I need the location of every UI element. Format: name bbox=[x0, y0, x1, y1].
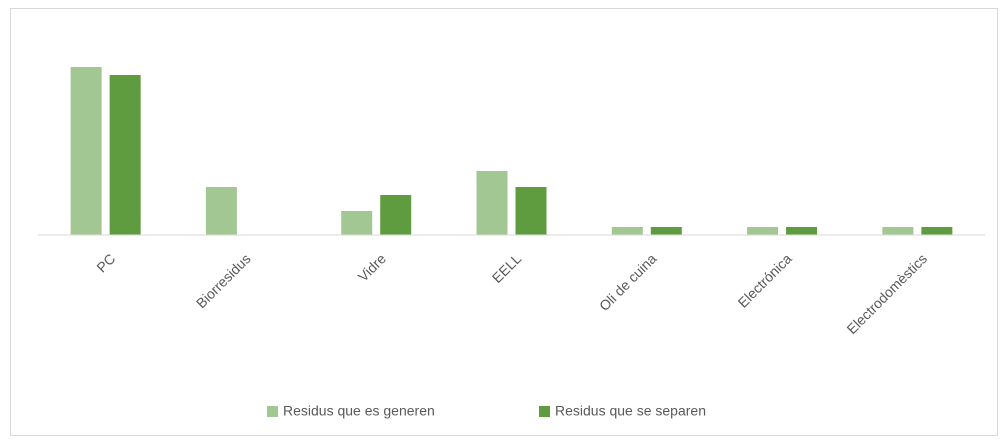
bar bbox=[786, 227, 818, 235]
bar bbox=[921, 227, 953, 235]
bar bbox=[650, 227, 682, 235]
bar bbox=[476, 171, 508, 235]
bar bbox=[109, 75, 141, 235]
bar bbox=[380, 195, 412, 235]
bar bbox=[341, 211, 373, 235]
bar bbox=[882, 227, 914, 235]
legend-label: Residus que es generen bbox=[283, 403, 435, 419]
bar bbox=[515, 187, 547, 235]
legend-swatch bbox=[267, 406, 278, 417]
bar bbox=[70, 67, 102, 235]
legend-swatch bbox=[539, 406, 550, 417]
bar bbox=[611, 227, 643, 235]
bar bbox=[747, 227, 779, 235]
bar bbox=[205, 187, 237, 235]
legend-label: Residus que se separen bbox=[555, 403, 706, 419]
